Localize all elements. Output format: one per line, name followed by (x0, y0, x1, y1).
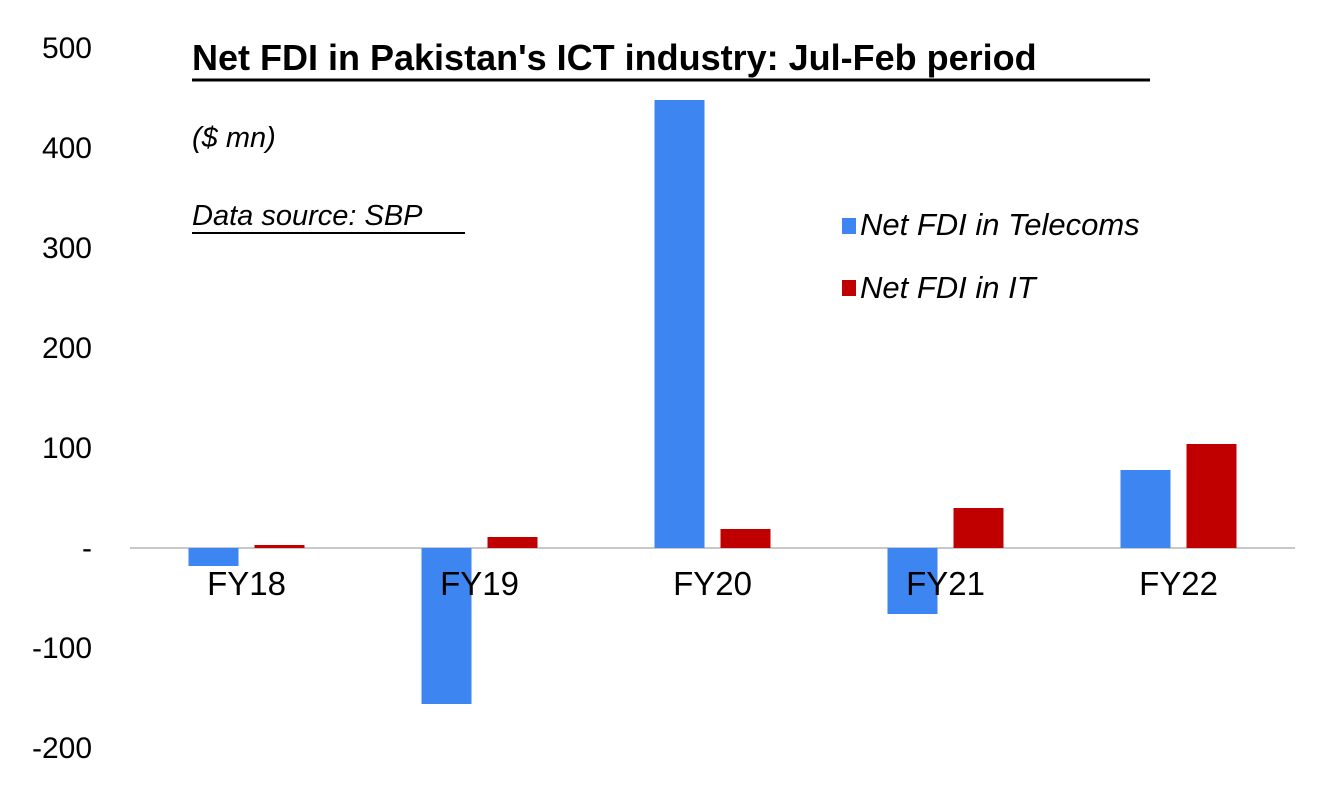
legend-swatch-it (842, 280, 856, 296)
category-label-fy20: FY20 (673, 565, 752, 602)
category-label-fy22: FY22 (1139, 565, 1218, 602)
y-tick-label: 100 (42, 432, 92, 465)
y-tick-label: 400 (42, 132, 92, 165)
bar-it-fy20 (720, 529, 771, 548)
bar-telecoms-fy22 (1120, 470, 1171, 548)
bar-it-fy22 (1186, 444, 1237, 548)
legend-label-it: Net FDI in IT (860, 270, 1038, 305)
category-label-fy19: FY19 (440, 565, 519, 602)
y-axis: 500 400 300 200 100 - -100 -200 (32, 32, 92, 765)
legend: Net FDI in Telecoms Net FDI in IT (842, 207, 1140, 305)
y-tick-label: -200 (32, 732, 92, 765)
bar-telecoms-fy18 (188, 548, 239, 566)
bar-telecoms-fy20 (654, 100, 705, 548)
chart-title: Net FDI in Pakistan's ICT industry: Jul-… (192, 37, 1037, 78)
unit-note: ($ mn) (192, 122, 276, 154)
y-tick-label: -100 (32, 632, 92, 665)
category-labels: FY18 FY19 FY20 FY21 FY22 (207, 565, 1218, 602)
y-tick-label: 300 (42, 232, 92, 265)
y-tick-label: 200 (42, 332, 92, 365)
legend-label-telecoms: Net FDI in Telecoms (860, 207, 1140, 242)
category-label-fy21: FY21 (906, 565, 985, 602)
bar-telecoms-fy19 (421, 548, 472, 704)
y-tick-label: - (82, 532, 92, 565)
category-label-fy18: FY18 (207, 565, 286, 602)
source-note: Data source: SBP (192, 200, 423, 232)
bar-telecoms-fy21 (887, 548, 938, 614)
bar-it-fy18 (254, 545, 305, 548)
bars (188, 100, 1237, 704)
bar-it-fy21 (953, 508, 1004, 548)
bar-it-fy19 (487, 537, 538, 548)
y-tick-label: 500 (42, 32, 92, 65)
legend-swatch-telecoms (842, 218, 856, 234)
